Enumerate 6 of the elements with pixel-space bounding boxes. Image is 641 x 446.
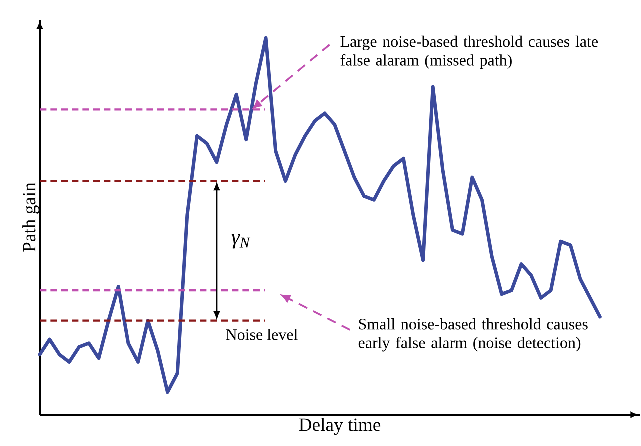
annotation: Large noise-based threshold causes late false alaram (missed path) xyxy=(340,36,598,70)
y-axis-title: Path gain xyxy=(22,182,40,252)
annotation: γ$_{N}$ xyxy=(232,234,251,249)
annotation: Small noise-based threshold causes early false alarm (noise detection) xyxy=(358,318,588,352)
ref-line-label: Noise level xyxy=(226,329,298,340)
x-axis-title: Delay time xyxy=(299,418,381,436)
